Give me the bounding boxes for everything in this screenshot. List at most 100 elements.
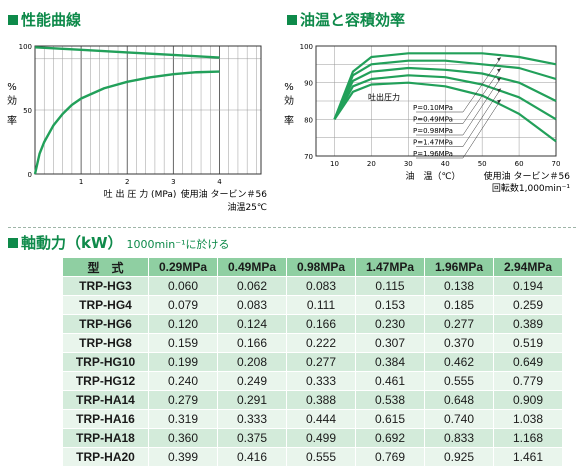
oiltemp-legend: P=0.10MPa P=0.49MPa P=0.98MPa P=1.47MPa P=1.… — [413, 57, 502, 159]
col-header-p098: 0.98MPa — [286, 257, 356, 277]
legend-arrowhead — [497, 99, 501, 104]
series-line — [333, 81, 557, 143]
table-row: TRP-HA18 0.360 0.375 0.499 0.692 0.833 1.168 — [62, 428, 563, 448]
value-cell: 0.222 — [286, 333, 356, 353]
volumetric-efficiency-line — [34, 46, 220, 59]
performance-chart: 100 50 0 1 2 3 4 % 効 率 吐 出 圧 力 (MPa) 使用油 タービン＃… — [7, 43, 268, 213]
legend-arrowhead — [497, 68, 501, 73]
section-divider — [8, 227, 576, 228]
value-cell: 0.115 — [355, 276, 425, 296]
y-tick-label: 80 — [304, 116, 313, 124]
col-header-p147: 1.47MPa — [355, 257, 425, 277]
value-cell: 0.166 — [286, 314, 356, 334]
model-cell: TRP-HG8 — [62, 333, 149, 353]
value-cell: 0.279 — [148, 390, 218, 410]
value-cell: 0.230 — [355, 314, 425, 334]
oiltemp-note-2: 回転数1,000min⁻¹ — [492, 182, 570, 194]
y-tick-label: 90 — [304, 80, 313, 88]
value-cell: 0.259 — [493, 295, 563, 315]
performance-ylabel-3: 率 — [7, 114, 17, 127]
value-cell: 0.277 — [424, 314, 494, 334]
value-cell: 0.124 — [217, 314, 287, 334]
x-tick-label: 60 — [515, 160, 524, 168]
value-cell: 1.461 — [493, 447, 563, 467]
performance-frame — [34, 45, 262, 175]
legend-leader-line — [462, 57, 502, 113]
col-header-p029: 0.29MPa — [148, 257, 218, 277]
x-tick-label: 30 — [404, 160, 413, 168]
y-tick-label: 0 — [28, 171, 32, 179]
value-cell: 0.120 — [148, 314, 218, 334]
value-cell: 0.740 — [424, 409, 494, 429]
performance-note-1: 使用油 タービン＃56 — [181, 188, 268, 200]
table-row: TRP-HG12 0.240 0.249 0.333 0.461 0.555 0.779 — [62, 371, 563, 391]
value-cell: 0.462 — [424, 352, 494, 372]
value-cell: 0.060 — [148, 276, 218, 296]
value-cell: 0.499 — [286, 428, 356, 448]
heading-square-icon — [8, 15, 18, 25]
value-cell: 0.925 — [424, 447, 494, 467]
col-header-model: 型 式 — [62, 257, 149, 277]
model-cell: TRP-HA20 — [62, 447, 149, 467]
x-tick-label: 50 — [478, 160, 487, 168]
table-row: TRP-HG8 0.159 0.166 0.222 0.307 0.370 0.519 — [62, 333, 563, 353]
value-cell: 0.185 — [424, 295, 494, 315]
y-tick-label: 70 — [304, 153, 313, 161]
shaft-heading: 軸動力（kW） 1000min⁻¹に於ける — [8, 232, 229, 253]
value-cell: 0.461 — [355, 371, 425, 391]
value-cell: 0.199 — [148, 352, 218, 372]
oiltemp-heading: 油温と容積効率 — [287, 9, 405, 30]
legend-leader-line — [462, 99, 502, 159]
x-tick-label: 2 — [125, 178, 129, 186]
legend-arrowhead — [497, 88, 501, 93]
model-cell: TRP-HG4 — [62, 295, 149, 315]
value-cell: 0.388 — [286, 390, 356, 410]
shaft-subheading: 1000min⁻¹に於ける — [126, 238, 230, 251]
total-efficiency-line — [33, 70, 220, 175]
y-tick-label: 100 — [300, 43, 313, 51]
value-cell: 0.319 — [148, 409, 218, 429]
value-cell: 0.444 — [286, 409, 356, 429]
value-cell: 0.370 — [424, 333, 494, 353]
series-line — [333, 52, 557, 120]
col-header-p294: 2.94MPa — [493, 257, 563, 277]
model-cell: TRP-HA18 — [62, 428, 149, 448]
legend-leader-line — [462, 88, 502, 147]
oiltemp-note-1: 使用油 タービン＃56 — [484, 170, 571, 182]
oiltemp-ylabel-2: 効 — [284, 94, 294, 107]
table-row: TRP-HG10 0.199 0.208 0.277 0.384 0.462 0.649 — [62, 352, 563, 372]
heading-square-icon — [8, 238, 18, 248]
table-body: TRP-HG3 0.060 0.062 0.083 0.115 0.138 0.194 TRP… — [62, 276, 563, 467]
legend-entry: P=0.98MPa — [413, 127, 453, 135]
value-cell: 0.083 — [286, 276, 356, 296]
model-cell: TRP-HG6 — [62, 314, 149, 334]
value-cell: 0.333 — [286, 371, 356, 391]
value-cell: 0.240 — [148, 371, 218, 391]
legend-leader-line — [462, 77, 502, 136]
legend-entry: P=1.96MPa — [413, 150, 453, 158]
x-tick-label: 40 — [441, 160, 450, 168]
value-cell: 1.038 — [493, 409, 563, 429]
shaft-power-table: 型 式 0.29MPa 0.49MPa 0.98MPa 1.47MPa 1.96… — [62, 257, 563, 467]
value-cell: 0.416 — [217, 447, 287, 467]
legend-arrowhead — [497, 77, 501, 82]
value-cell: 0.519 — [493, 333, 563, 353]
value-cell: 0.389 — [493, 314, 563, 334]
table-row: TRP-HG4 0.079 0.083 0.111 0.153 0.185 0.259 — [62, 295, 563, 315]
performance-grid — [35, 46, 261, 174]
value-cell: 0.079 — [148, 295, 218, 315]
value-cell: 0.194 — [493, 276, 563, 296]
value-cell: 0.153 — [355, 295, 425, 315]
heading-square-icon — [287, 15, 297, 25]
performance-xlabel: 吐 出 圧 力 (MPa) — [104, 188, 177, 200]
value-cell: 0.384 — [355, 352, 425, 372]
value-cell: 0.166 — [217, 333, 287, 353]
legend-entry: P=1.47MPa — [413, 139, 453, 147]
value-cell: 0.291 — [217, 390, 287, 410]
value-cell: 0.360 — [148, 428, 218, 448]
performance-tick-labels: 100 50 0 1 2 3 4 — [19, 43, 223, 186]
value-cell: 0.833 — [424, 428, 494, 448]
value-cell: 0.555 — [424, 371, 494, 391]
x-tick-label: 4 — [217, 178, 222, 186]
x-tick-label: 20 — [367, 160, 376, 168]
